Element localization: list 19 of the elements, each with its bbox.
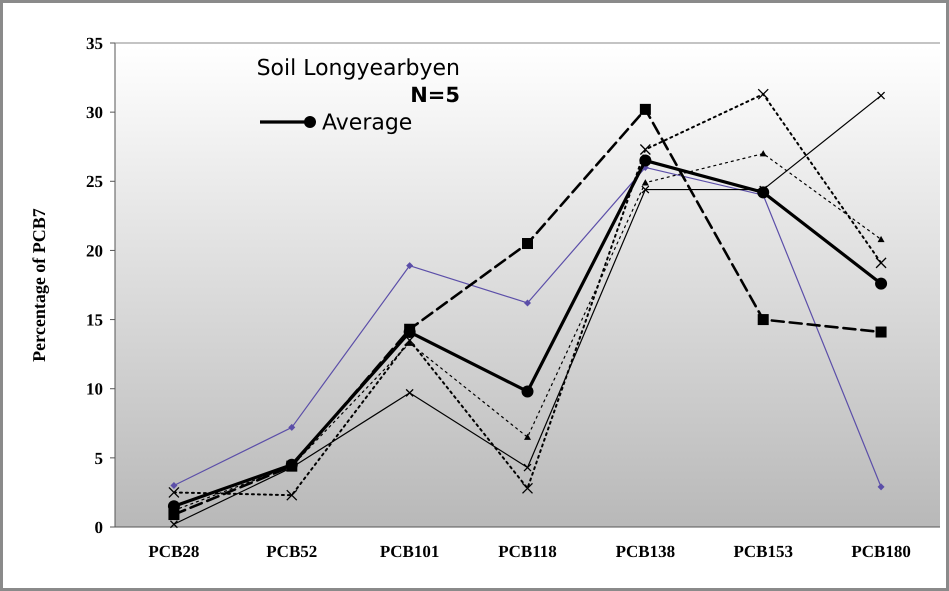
x-tick-label: PCB52 (266, 542, 318, 561)
y-tick-label: 5 (94, 448, 103, 468)
x-tick-label: PCB118 (498, 542, 557, 561)
x-tick-label: PCB101 (380, 542, 440, 561)
y-tick-label: 30 (86, 103, 103, 122)
y-tick-label: 15 (86, 310, 103, 330)
y-axis-title: Percentage of PCB7 (29, 208, 49, 362)
annotation: N=5 (410, 83, 460, 107)
y-tick-label: 35 (86, 34, 103, 53)
y-tick-label: 10 (86, 380, 103, 399)
legend-label: Average (322, 110, 412, 136)
y-tick-label: 20 (86, 241, 103, 260)
x-tick-label: PCB180 (851, 542, 911, 561)
x-tick-label: PCB153 (733, 542, 793, 561)
y-tick-label: 0 (94, 518, 103, 537)
x-tick-label: PCB138 (616, 542, 676, 561)
annotation: Soil Longyearbyen (256, 56, 460, 81)
y-tick-label: 25 (86, 172, 103, 192)
x-tick-label: PCB28 (148, 542, 200, 561)
